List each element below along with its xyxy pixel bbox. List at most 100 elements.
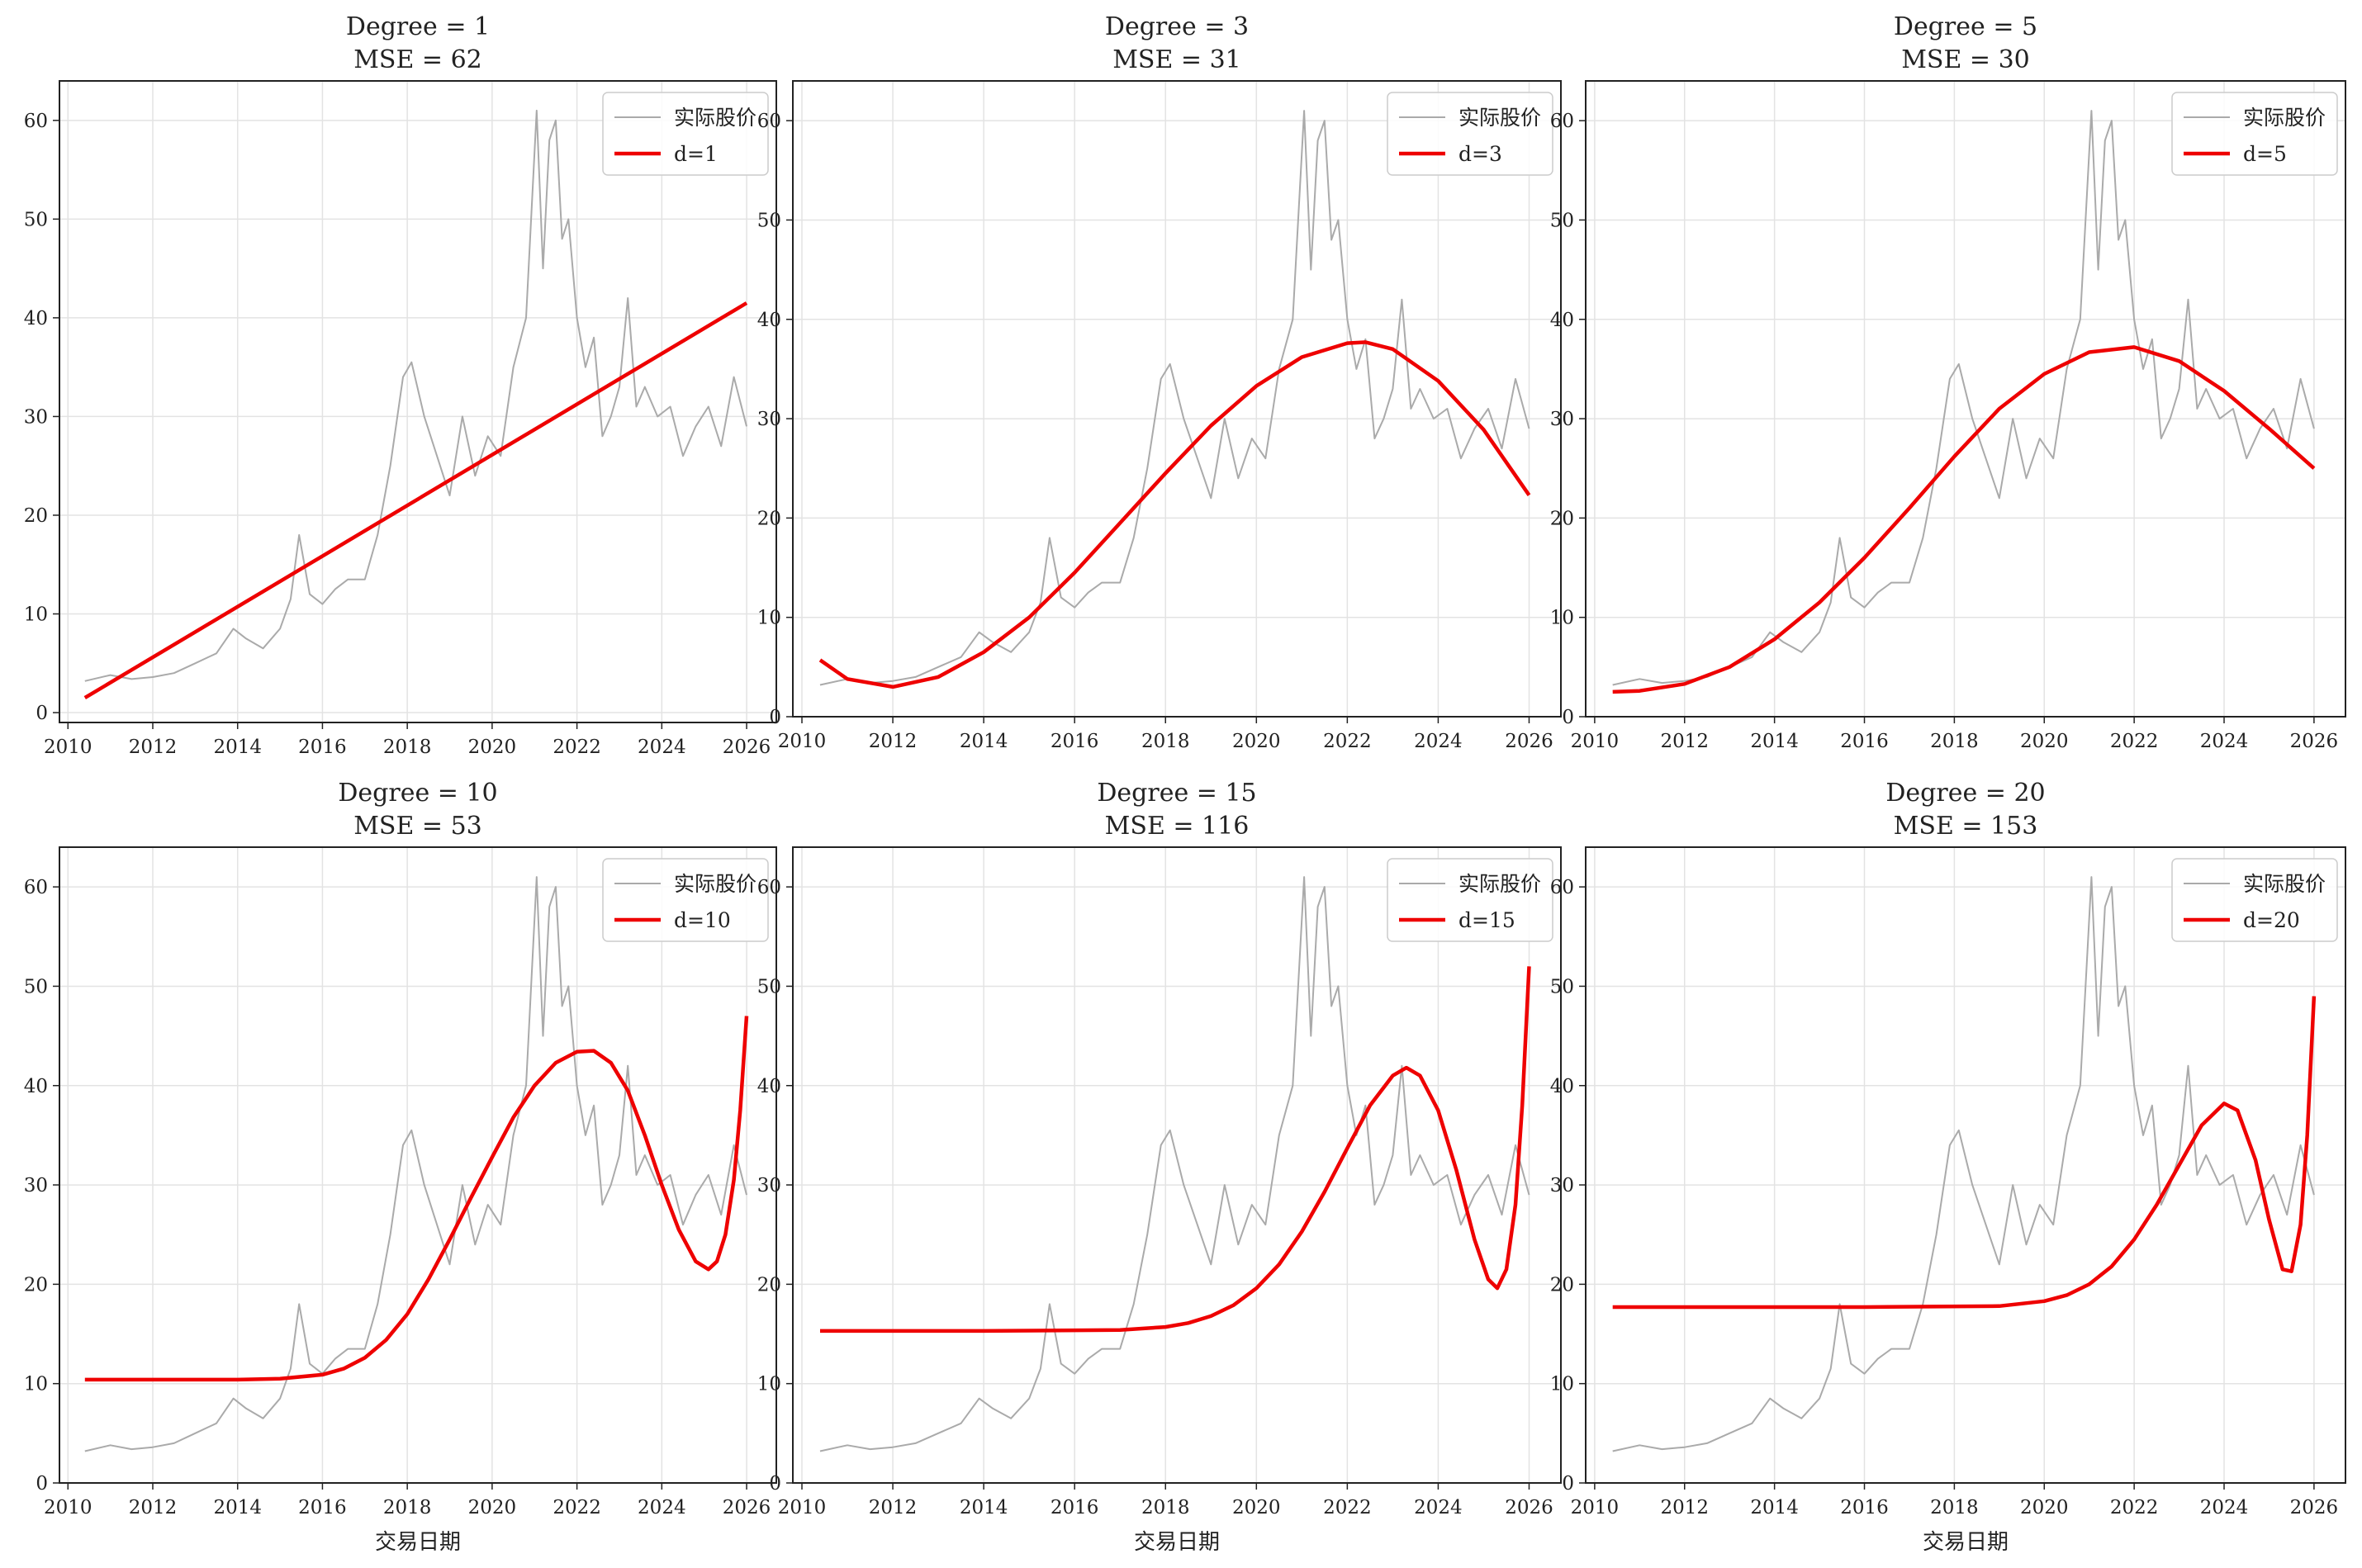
- subplot-title-line: MSE = 31: [1112, 45, 1241, 74]
- x-tick-label: 2018: [1141, 731, 1190, 752]
- subplot-3: 2010 2012 2014 2016 2018 2020 2022 2024 2026 0 10 2…: [1550, 12, 2346, 752]
- y-tick-label: 20: [24, 505, 48, 527]
- x-tick-label: 2014: [1750, 1497, 1799, 1518]
- y-tick-label: 0: [36, 703, 48, 724]
- legend: 实际股价 d=1: [602, 92, 769, 176]
- legend: 实际股价 d=15: [1387, 858, 1553, 942]
- y-tick-label: 0: [1562, 1473, 1574, 1495]
- x-tick-label: 2020: [1232, 731, 1281, 752]
- x-tick-label: 2010: [1571, 731, 1620, 752]
- legend-label: 实际股价: [1458, 106, 1541, 130]
- x-tick-label: 2026: [2290, 731, 2339, 752]
- x-tick-label: 2016: [1051, 1497, 1099, 1518]
- x-tick-label: 2010: [778, 1497, 827, 1518]
- legend-label: 实际股价: [1458, 872, 1541, 896]
- legend: 实际股价 d=3: [1387, 92, 1553, 176]
- x-axis-label: 交易日期: [375, 1530, 461, 1555]
- x-tick-label: 2026: [723, 737, 771, 758]
- fit-curve: [1612, 996, 2317, 1310]
- x-tick-label: 2012: [1660, 731, 1709, 752]
- x-tick-label: 2012: [1660, 1497, 1709, 1518]
- x-tick-label: 2010: [44, 737, 92, 758]
- subplot-title-line: Degree = 5: [1894, 12, 2037, 41]
- legend-label: d=20: [2243, 908, 2300, 932]
- x-tick-label: 2018: [1930, 1497, 1979, 1518]
- y-tick-label: 20: [1550, 1274, 1574, 1296]
- y-tick-label: 40: [1550, 1076, 1574, 1097]
- y-tick-label: 30: [757, 1175, 781, 1196]
- x-tick-label: 2016: [1840, 1497, 1889, 1518]
- subplot-title-line: Degree = 10: [338, 779, 497, 808]
- y-tick-label: 10: [1550, 608, 1574, 629]
- actual-price-line: [1612, 110, 2315, 686]
- fit-curve: [83, 301, 748, 700]
- axes-frame: [792, 846, 1562, 1484]
- x-tick-label: 2026: [2290, 1497, 2339, 1518]
- y-tick-label: 20: [1550, 508, 1574, 529]
- y-tick-label: 20: [757, 508, 781, 529]
- x-tick-label: 2018: [383, 737, 432, 758]
- y-tick-label: 60: [1550, 111, 1574, 132]
- x-tick-label: 2014: [960, 731, 1008, 752]
- x-axis-label: 交易日期: [1134, 1530, 1220, 1555]
- y-tick-label: 60: [24, 877, 48, 898]
- subplot-title-line: MSE = 116: [1105, 812, 1250, 841]
- y-tick-label: 40: [757, 310, 781, 331]
- actual-price-line: [84, 109, 747, 682]
- y-tick-label: 50: [757, 210, 781, 231]
- y-tick-label: 40: [1550, 310, 1574, 331]
- actual-price-line: [1612, 876, 2315, 1452]
- legend-label: d=5: [2243, 142, 2287, 166]
- subplot-title-line: Degree = 1: [346, 12, 490, 41]
- y-tick-label: 50: [24, 209, 48, 230]
- y-tick-label: 60: [24, 111, 48, 132]
- x-tick-label: 2018: [1930, 731, 1979, 752]
- subplot-2: 2010 2012 2014 2016 2018 2020 2022 2024 2026 0 10 2…: [757, 12, 1562, 752]
- y-tick-label: 10: [757, 608, 781, 629]
- x-tick-label: 2022: [553, 1497, 601, 1518]
- legend: 实际股价 d=10: [602, 858, 769, 942]
- y-tick-label: 10: [24, 604, 48, 626]
- y-tick-label: 30: [1550, 409, 1574, 430]
- x-tick-label: 2024: [2200, 731, 2249, 752]
- legend-label: d=1: [674, 142, 718, 166]
- x-tick-label: 2024: [1414, 1497, 1463, 1518]
- y-tick-label: 40: [757, 1076, 781, 1097]
- y-tick-label: 50: [24, 976, 48, 997]
- axes-frame: [792, 80, 1562, 718]
- x-tick-label: 2010: [1571, 1497, 1620, 1518]
- x-tick-label: 2018: [1141, 1497, 1190, 1518]
- y-tick-label: 20: [24, 1274, 48, 1296]
- x-tick-label: 2014: [213, 1497, 262, 1518]
- x-axis-label: 交易日期: [1923, 1530, 2009, 1555]
- axes-frame: [1585, 80, 2346, 718]
- legend: 实际股价 d=5: [2171, 92, 2338, 176]
- y-tick-label: 50: [1550, 976, 1574, 997]
- subplot-title-line: Degree = 20: [1885, 779, 2045, 808]
- x-tick-label: 2016: [298, 737, 347, 758]
- fit-curve: [84, 1016, 749, 1382]
- subplot-6: 2010 2012 2014 2016 2018 2020 2022 2024 2026 0 10 2…: [1550, 779, 2346, 1555]
- x-tick-label: 2022: [553, 737, 601, 758]
- fit-curve: [820, 966, 1531, 1334]
- y-tick-label: 30: [757, 409, 781, 430]
- subplot-title-line: MSE = 62: [353, 45, 482, 74]
- legend-label: 实际股价: [2243, 106, 2326, 130]
- y-tick-label: 30: [24, 406, 48, 428]
- x-tick-label: 2016: [298, 1497, 347, 1518]
- x-tick-label: 2020: [468, 1497, 517, 1518]
- x-tick-label: 2012: [129, 1497, 178, 1518]
- subplot-5: 2010 2012 2014 2016 2018 2020 2022 2024 2026 0 10 2…: [757, 779, 1562, 1555]
- actual-price-line: [819, 110, 1530, 686]
- y-tick-label: 60: [757, 111, 781, 132]
- legend-label: d=15: [1458, 908, 1515, 932]
- x-tick-label: 2024: [638, 737, 686, 758]
- y-tick-label: 0: [769, 707, 781, 728]
- legend-label: 实际股价: [2243, 872, 2326, 896]
- y-tick-label: 50: [1550, 210, 1574, 231]
- actual-price-line: [819, 876, 1530, 1452]
- x-tick-label: 2020: [1232, 1497, 1281, 1518]
- x-tick-label: 2012: [869, 731, 918, 752]
- subplot-title-line: MSE = 53: [353, 812, 482, 841]
